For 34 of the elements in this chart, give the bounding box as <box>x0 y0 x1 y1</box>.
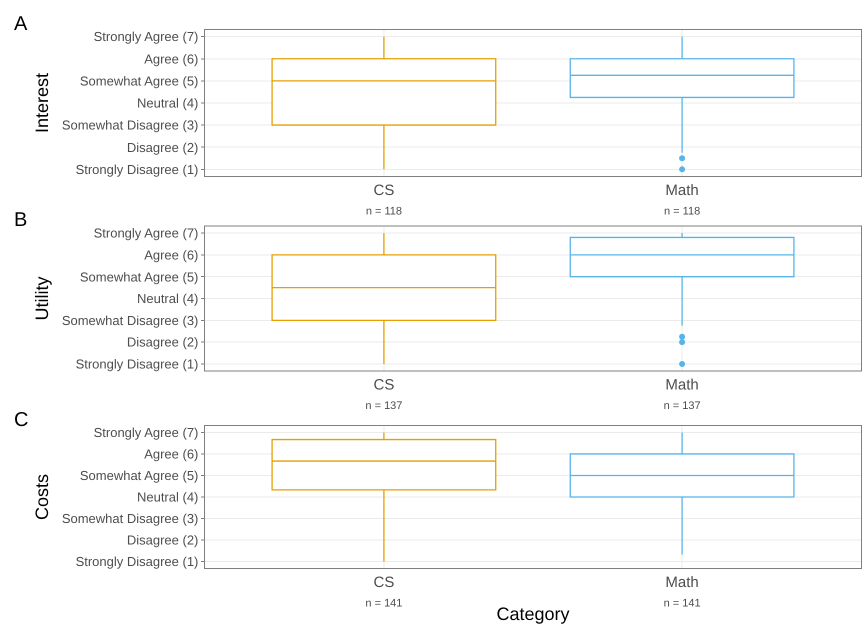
x-tick-label: Math n = 118 <box>664 182 700 218</box>
x-tick-label: CS n = 137 <box>365 376 402 412</box>
y-tick-label: Disagree (2) <box>126 334 198 350</box>
y-tick-label: Strongly Agree (7) <box>94 29 198 44</box>
text: A <box>14 13 28 35</box>
y-tick-label: Somewhat Disagree (3) <box>62 511 198 526</box>
y-axis-title: Costs <box>32 474 52 520</box>
text: B <box>14 209 28 231</box>
y-tick-label: Somewhat Disagree (3) <box>62 312 198 328</box>
x-axis-title: Category <box>496 604 570 624</box>
y-tick-label: Disagree (2) <box>126 140 198 155</box>
y-tick-label: Neutral (4) <box>136 96 198 111</box>
y-tick-label: Strongly Agree (7) <box>94 424 198 440</box>
y-tick-label: Strongly Disagree (1) <box>76 554 198 570</box>
x-tick-label: CS n = 141 <box>365 574 402 610</box>
y-tick-label: Somewhat Disagree (3) <box>62 118 198 133</box>
text: C <box>14 409 28 431</box>
y-tick-label: Neutral (4) <box>136 291 198 306</box>
x-tick-label: Math n = 137 <box>664 376 701 412</box>
y-tick-label: Neutral (4) <box>136 490 198 505</box>
y-tick-label: Disagree (2) <box>126 532 198 548</box>
y-tick-label: Strongly Disagree (1) <box>76 162 198 177</box>
y-tick-label: Somewhat Agree (5) <box>80 269 198 284</box>
y-tick-label: Strongly Disagree (1) <box>76 356 198 372</box>
y-tick-label: Somewhat Agree (5) <box>80 73 198 88</box>
y-tick-label: Agree (6) <box>144 446 198 462</box>
y-tick-label: Somewhat Agree (5) <box>80 468 198 484</box>
x-tick-label: Math n = 141 <box>664 574 701 610</box>
y-axis-title: Utility <box>32 276 52 321</box>
y-tick-label: Strongly Agree (7) <box>94 226 198 241</box>
y-tick-label: Agree (6) <box>144 51 198 66</box>
y-axis-title: Interest <box>32 72 52 133</box>
x-tick-label: CS n = 118 <box>366 182 402 218</box>
y-tick-label: Agree (6) <box>144 247 198 262</box>
